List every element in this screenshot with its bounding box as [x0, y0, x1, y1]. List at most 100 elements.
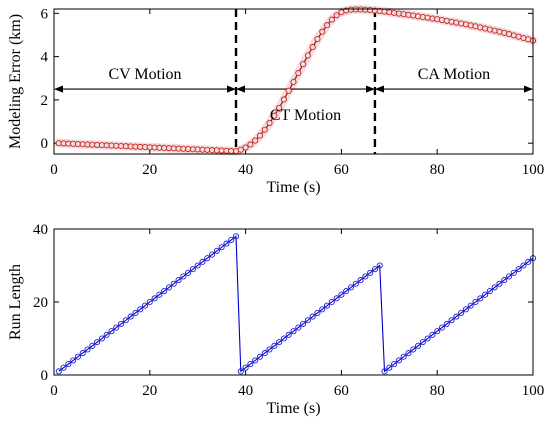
- run-length-point: [319, 306, 326, 313]
- run-length-point: [338, 291, 345, 298]
- run-length-point: [213, 247, 220, 254]
- run-length-point: [271, 342, 278, 349]
- modeling-error-point: [252, 137, 259, 144]
- run-length-point: [515, 266, 522, 273]
- run-length-point: [357, 277, 364, 284]
- run-length-point: [304, 317, 311, 324]
- modeling-error-point: [304, 52, 311, 59]
- modeling-error-point: [467, 22, 474, 29]
- run-length-point: [146, 298, 153, 306]
- y-tick-label: 0: [41, 368, 49, 384]
- run-length-point: [429, 331, 436, 338]
- modeling-error-point: [295, 70, 302, 77]
- run-length-point: [175, 277, 182, 284]
- annotation-ca-motion: CA Motion: [418, 66, 490, 83]
- run-length-line: [58, 235, 534, 373]
- run-length-point: [352, 280, 359, 287]
- run-length-point: [386, 364, 393, 371]
- modeling-error-point: [280, 96, 287, 103]
- modeling-error-point: [333, 12, 340, 19]
- run-length-point: [151, 295, 158, 302]
- motion-boundary-lines: [234, 9, 377, 154]
- run-length-point: [223, 240, 230, 247]
- run-length-point: [414, 342, 422, 349]
- modeling-error-point: [237, 146, 244, 153]
- modeling-error-point: [496, 28, 503, 35]
- run-length-point: [89, 342, 96, 349]
- run-length-point: [209, 251, 216, 258]
- run-length-point: [165, 284, 173, 291]
- run-length-point: [505, 273, 513, 280]
- x-tick-label: 100: [522, 383, 545, 399]
- run-length-point: [290, 328, 297, 335]
- run-length-point: [261, 350, 268, 357]
- y-tick-label: 40: [33, 222, 48, 238]
- modeling-error-point: [256, 132, 264, 139]
- run-length-point: [424, 335, 431, 342]
- x-tick-label: 40: [238, 383, 253, 399]
- x-tick-label: 20: [142, 162, 157, 178]
- modeling-error-point: [328, 16, 335, 23]
- run-length-panel: 0 20 40 60 80 100 0 20 40 Time (s) Run Length: [7, 222, 544, 417]
- run-length-point: [458, 309, 465, 317]
- modeling-error-point: [443, 17, 450, 24]
- x-tick-label: 60: [334, 162, 349, 178]
- run-length-point: [333, 295, 340, 302]
- run-length-point: [410, 346, 417, 353]
- run-length-point: [491, 284, 498, 291]
- modeling-error-y-label: Modeling Error (km): [7, 14, 24, 149]
- run-length-point: [462, 306, 469, 313]
- run-length-point: [161, 287, 168, 295]
- annotation-ct-motion: CT Motion: [270, 107, 341, 124]
- modeling-error-point: [482, 25, 489, 32]
- run-length-point: [376, 262, 383, 269]
- run-length-point: [94, 339, 101, 346]
- run-length-point: [247, 360, 254, 368]
- modeling-error-point: [424, 14, 431, 21]
- run-length-point: [127, 313, 134, 320]
- modeling-error-point: [319, 28, 326, 35]
- modeling-error-point: [448, 18, 455, 25]
- run-length-point: [276, 339, 283, 346]
- run-length-point: [309, 313, 316, 320]
- run-length-point: [395, 357, 402, 364]
- modeling-error-point: [309, 44, 316, 51]
- run-length-point: [419, 339, 426, 346]
- run-length-point: [405, 350, 412, 357]
- run-length-point: [70, 357, 77, 364]
- run-length-point: [443, 320, 450, 327]
- run-length-point: [108, 328, 115, 335]
- x-tick-label: 80: [430, 162, 445, 178]
- run-length-point: [371, 266, 378, 273]
- run-length-ticks: 0 20 40 60 80 100 0 20 40: [33, 222, 544, 399]
- run-length-point: [237, 368, 244, 375]
- x-tick-label: 0: [50, 383, 58, 399]
- run-length-point: [137, 306, 144, 313]
- run-length-point: [84, 346, 91, 353]
- y-tick-label: 0: [41, 136, 49, 152]
- run-length-point: [343, 287, 350, 295]
- x-tick-label: 0: [50, 162, 58, 178]
- motion-annotations: CV Motion CT Motion CA Motion: [108, 66, 490, 124]
- modeling-error-point: [300, 61, 307, 68]
- run-length-point: [285, 331, 292, 338]
- run-length-point: [467, 302, 474, 309]
- run-length-x-label: Time (s): [266, 400, 320, 417]
- run-length-point: [118, 320, 125, 327]
- modeling-error-point: [491, 27, 498, 34]
- modeling-error-point: [261, 126, 268, 133]
- modeling-error-point: [271, 112, 278, 119]
- modeling-error-point: [323, 22, 331, 29]
- modeling-error-point: [266, 120, 273, 127]
- run-length-point: [367, 269, 374, 276]
- run-length-point: [180, 273, 187, 280]
- run-length-point: [122, 317, 129, 324]
- run-length-point: [242, 364, 249, 371]
- modeling-error-point: [438, 16, 446, 24]
- run-length-point: [55, 368, 62, 375]
- modeling-error-point: [276, 104, 283, 111]
- modeling-error-point: [472, 23, 479, 30]
- run-length-series: [55, 233, 537, 375]
- run-length-point: [170, 280, 177, 287]
